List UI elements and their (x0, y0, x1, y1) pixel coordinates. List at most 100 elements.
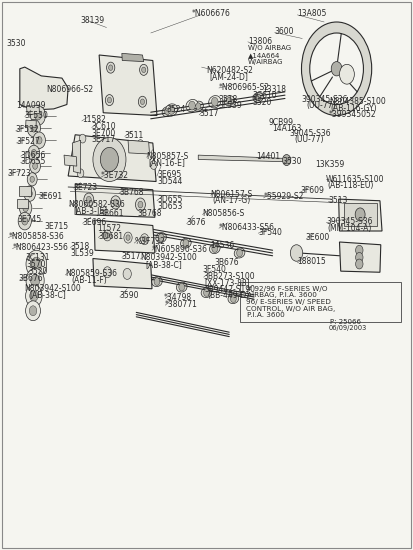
Circle shape (19, 200, 32, 216)
Ellipse shape (33, 80, 56, 102)
Text: N620482-S2: N620482-S2 (206, 66, 253, 75)
Circle shape (113, 199, 118, 206)
Ellipse shape (224, 96, 234, 106)
Text: 3C610: 3C610 (252, 91, 277, 100)
Text: 3C610: 3C610 (92, 122, 116, 131)
Polygon shape (122, 53, 144, 62)
Text: *N806423-S56: *N806423-S56 (12, 243, 68, 252)
Circle shape (356, 259, 363, 269)
Text: N803942-S100: N803942-S100 (140, 254, 197, 262)
Circle shape (26, 301, 40, 321)
Circle shape (140, 234, 149, 245)
Polygon shape (64, 155, 77, 166)
Text: W611635-S100: W611635-S100 (325, 175, 384, 184)
Text: 13806: 13806 (248, 37, 272, 46)
Circle shape (22, 217, 28, 225)
Text: N806966-S2: N806966-S2 (46, 85, 93, 94)
Text: N805859-S36: N805859-S36 (65, 270, 117, 278)
Circle shape (36, 136, 42, 144)
Circle shape (31, 257, 41, 271)
Text: 14A163: 14A163 (273, 124, 302, 133)
Text: W/AIRBAG: W/AIRBAG (248, 59, 283, 65)
Text: (AB-11-F): (AB-11-F) (71, 276, 107, 285)
Text: 3D655: 3D655 (21, 157, 46, 166)
Text: *N606676: *N606676 (192, 9, 231, 18)
Text: 3C131: 3C131 (26, 254, 50, 262)
Text: 3L539: 3L539 (219, 101, 243, 110)
Circle shape (179, 283, 185, 291)
Polygon shape (20, 67, 68, 110)
Circle shape (150, 161, 157, 169)
Text: 11582: 11582 (82, 116, 106, 124)
Text: (BB-449-D): (BB-449-D) (207, 292, 249, 300)
Ellipse shape (186, 100, 198, 112)
Text: *34798: *34798 (164, 293, 192, 302)
Text: 3E695: 3E695 (157, 170, 181, 179)
Text: N8060582-S36: N8060582-S36 (68, 200, 125, 209)
Text: 3511: 3511 (125, 131, 144, 140)
Circle shape (93, 138, 126, 182)
Text: (UU-77): (UU-77) (306, 101, 336, 110)
Text: *N805858-S36: *N805858-S36 (8, 232, 64, 241)
Circle shape (158, 234, 164, 241)
Text: 3D544: 3D544 (158, 177, 183, 186)
Text: 3518: 3518 (70, 242, 90, 251)
Text: 3D656: 3D656 (21, 151, 46, 160)
Text: 3B768: 3B768 (137, 209, 161, 218)
Circle shape (282, 155, 291, 166)
Text: 3B676: 3B676 (19, 274, 43, 283)
Circle shape (30, 159, 40, 173)
Ellipse shape (253, 92, 263, 102)
Text: 3524: 3524 (166, 106, 185, 114)
Circle shape (24, 186, 36, 201)
Polygon shape (68, 135, 156, 182)
Text: 3B661: 3B661 (99, 209, 123, 218)
Circle shape (138, 201, 143, 208)
Text: (AB-116-GY): (AB-116-GY) (330, 104, 377, 113)
Circle shape (27, 119, 40, 137)
Circle shape (142, 67, 146, 73)
Text: *55929-S2: *55929-S2 (263, 192, 304, 201)
Circle shape (140, 64, 148, 75)
Circle shape (86, 196, 91, 203)
Ellipse shape (152, 277, 162, 287)
Circle shape (227, 97, 232, 104)
Bar (26, 105, 40, 115)
Text: 3600: 3600 (275, 27, 294, 36)
Circle shape (189, 101, 195, 110)
Circle shape (107, 97, 112, 103)
Polygon shape (128, 140, 150, 154)
Text: 3B768: 3B768 (119, 188, 143, 197)
Text: 14536: 14536 (211, 241, 235, 250)
Text: 390345-S36: 390345-S36 (326, 217, 373, 226)
Polygon shape (198, 155, 286, 162)
Circle shape (290, 245, 303, 261)
Bar (26, 120, 36, 128)
Polygon shape (93, 258, 152, 289)
Circle shape (103, 267, 112, 278)
Circle shape (331, 62, 342, 76)
Text: *N605890-S36: *N605890-S36 (152, 245, 208, 254)
Circle shape (105, 95, 114, 106)
Circle shape (27, 173, 37, 186)
Text: AIRBAG, P.I.A. 3600: AIRBAG, P.I.A. 3600 (247, 293, 317, 298)
Text: *380771: *380771 (165, 300, 198, 309)
Circle shape (212, 245, 218, 252)
Circle shape (103, 230, 112, 241)
Ellipse shape (162, 107, 172, 117)
Text: [AB-3-JE]: [AB-3-JE] (74, 207, 108, 216)
Circle shape (355, 208, 365, 221)
Text: 38139: 38139 (81, 16, 104, 25)
Circle shape (33, 132, 45, 148)
Text: 3E717: 3E717 (92, 135, 116, 144)
Circle shape (204, 289, 209, 296)
Text: 14A099: 14A099 (17, 101, 46, 110)
Circle shape (124, 232, 132, 243)
Circle shape (138, 96, 147, 107)
Polygon shape (99, 55, 157, 116)
Text: 13318: 13318 (262, 85, 286, 94)
Text: 3520: 3520 (28, 267, 47, 276)
Text: 3D655: 3D655 (157, 195, 182, 204)
Bar (344, 203, 377, 226)
Circle shape (126, 235, 130, 240)
